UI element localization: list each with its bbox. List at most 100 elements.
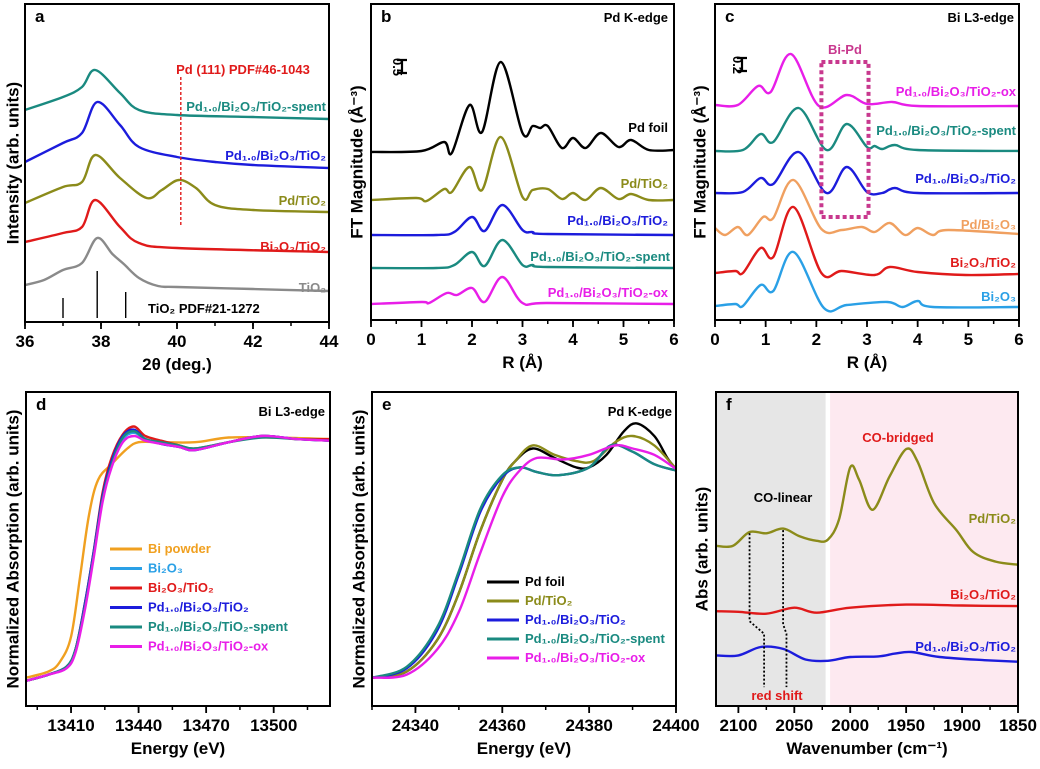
x-tick-label: 2050 [775,716,813,735]
x-tick-label: 13500 [250,716,297,735]
series-line [370,203,675,237]
x-tick-label: 1 [761,330,770,349]
x-tick-label: 1 [417,330,426,349]
x-tick-label: 3 [862,330,871,349]
bi-pd-highlight-box [819,60,871,219]
series-label: Pd₁.₀/Bi₂O₃/TiO₂-ox [548,285,669,300]
legend-label: Bi₂O₃/TiO₂ [148,580,214,595]
panel-e: Pd foil Pd/TiO₂ Pd₁.₀/Bi₂O₃/TiO₂ Pd₁.₀/Bi₂O… [349,391,700,758]
co-linear-label: CO-linear [754,490,813,505]
series-label: Pd₁.₀/Bi₂O₃/TiO₂-spent [876,123,1016,138]
series-label: Pd₁.₀/Bi₂O₃/TiO₂ [225,148,326,163]
x-tick-label: 24340 [392,716,439,735]
y-axis-title: Normalized Absorption (arb. units) [349,410,368,689]
panel-letter: f [726,395,732,414]
legend-label: Pd foil [525,574,565,589]
x-tick-label: 24360 [479,716,526,735]
x-axis-title: Wavenumber (cm⁻¹) [786,739,947,758]
legend-label: Pd₁.₀/Bi₂O₃/TiO₂-ox [525,650,646,665]
x-tick-label: 13410 [47,716,94,735]
series-label: Pd/Bi₂O₃ [961,217,1016,232]
x-tick-label: 1900 [943,716,981,735]
series-label: Bi₂O₃/TiO₂ [950,587,1016,602]
series-line [370,238,675,270]
x-tick-label: 6 [1014,330,1023,349]
series-line [715,447,1019,566]
series-label: Pd/TiO₂ [621,176,669,191]
series-label: Bi₂O₃/TiO₂ [260,239,326,254]
x-tick-label: 4 [913,330,923,349]
x-tick-label: 1850 [999,716,1037,735]
series-line [714,150,1020,196]
plot-frame [370,3,675,321]
x-tick-label: 0 [366,330,375,349]
series-line [370,135,675,203]
series-label: Pd₁.₀/Bi₂O₃/TiO₂ [915,171,1016,186]
series-line [714,106,1020,153]
reference-label: TiO₂ PDF#21-1272 [148,301,260,316]
x-tick-label: 40 [168,332,187,351]
legend-label: Pd₁.₀/Bi₂O₃/TiO₂ [148,600,249,615]
edge-label: Pd K-edge [608,404,672,419]
highlight-label: Bi-Pd [828,42,862,57]
series-line [714,178,1020,237]
series-line [24,68,330,121]
scale-bar-label: 0.2 [730,56,745,74]
panel-f: Pd/TiO₂ Bi₂O₃/TiO₂ Pd₁.₀/Bi₂O₃/TiO₂ CO-brid… [692,391,1037,758]
series-label: Pd₁.₀/Bi₂O₃/TiO₂ [567,213,668,228]
legend-label: Pd₁.₀/Bi₂O₃/TiO₂-spent [525,631,665,646]
x-tick-label: 0 [710,330,719,349]
y-axis-title: FT Magnitude (Å⁻³) [347,85,366,238]
legend-label: Bi₂O₃ [148,561,183,576]
plot-frame [371,391,677,707]
scale-bar [737,56,747,73]
series-label: Pd₁.₀/Bi₂O₃/TiO₂-ox [896,84,1017,99]
red-shift-label: red shift [751,688,803,703]
guide-dotted-line [748,533,765,688]
legend-label: Pd₁.₀/Bi₂O₃/TiO₂-ox [148,639,269,654]
series-label: Pd₁.₀/Bi₂O₃/TiO₂ [915,639,1016,654]
x-tick-label: 5 [619,330,628,349]
series-line [370,60,675,156]
series-line [715,645,1019,663]
x-axis-title: R (Å) [502,353,543,372]
x-axis-title: R (Å) [847,353,888,372]
panel-letter: e [382,395,391,414]
panel-letter: d [36,395,46,414]
x-axis-title: Energy (eV) [477,739,571,758]
x-tick-label: 24380 [566,716,613,735]
x-tick-label: 44 [320,332,339,351]
series-line [371,434,677,679]
x-tick-label: 13440 [115,716,162,735]
panel-letter: a [35,7,45,26]
scale-bar-label: 0.5 [390,58,405,76]
x-tick-label: 2100 [719,716,757,735]
x-tick-label: 4 [568,330,578,349]
series-label: Pd/TiO₂ [279,193,327,208]
edge-label: Bi L3-edge [948,10,1014,25]
panel-a: Pd₁.₀/Bi₂O₃/TiO₂-spent Pd₁.₀/Bi₂O₃/TiO₂ Pd… [3,3,339,374]
series-label: Bi₂O₃/TiO₂ [950,255,1016,270]
co-bridged-label: CO-bridged [862,430,934,445]
series-label: Pd₁.₀/Bi₂O₃/TiO₂-spent [186,99,326,114]
x-axis-title: 2θ (deg.) [142,355,212,374]
x-tick-label: 24400 [652,716,699,735]
series-label: Bi₂O₃ [981,289,1016,304]
x-tick-label: 2000 [831,716,869,735]
x-axis-title: Energy (eV) [131,739,225,758]
x-tick-label: 42 [244,332,263,351]
legend-label: Pd₁.₀/Bi₂O₃/TiO₂-spent [148,619,288,634]
series-label: Pd foil [628,120,668,135]
plot-frame [715,391,1019,707]
x-tick-label: 36 [16,332,35,351]
series-line [24,198,330,254]
series-line [24,100,330,170]
series-line [714,250,1020,313]
x-tick-label: 13470 [183,716,230,735]
series-line [714,205,1020,279]
series-line [715,603,1019,616]
shaded-region [716,392,826,706]
series-label: Pd₁.₀/Bi₂O₃/TiO₂-spent [530,249,670,264]
panel-letter: c [725,7,734,26]
